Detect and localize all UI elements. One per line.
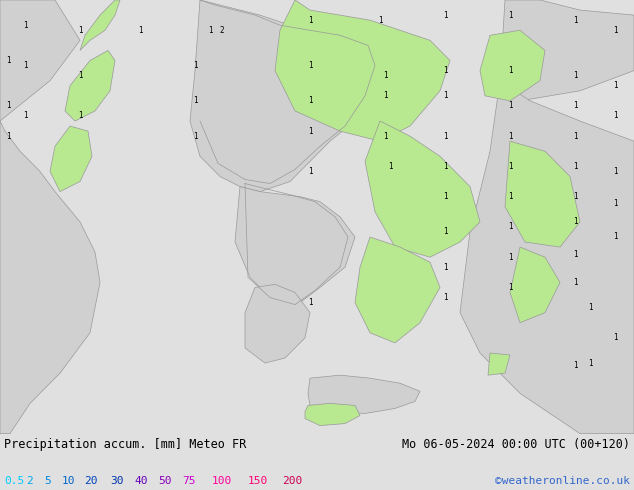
Polygon shape [305,403,360,426]
Text: 0.5: 0.5 [4,476,24,486]
Text: 1: 1 [612,232,618,242]
Text: 200: 200 [282,476,302,486]
Text: 1: 1 [383,71,387,80]
Polygon shape [0,121,100,434]
Text: 1: 1 [443,192,448,201]
Text: 1: 1 [573,132,578,141]
Text: 1: 1 [443,227,448,237]
Text: 1: 1 [588,359,592,368]
Polygon shape [510,247,560,323]
Polygon shape [480,30,545,101]
Text: 1: 1 [23,112,27,121]
Text: 1: 1 [443,91,448,100]
Text: 1: 1 [573,192,578,201]
Text: 1: 1 [508,283,512,292]
Text: 1: 1 [6,132,10,141]
Polygon shape [365,121,480,257]
Text: 1: 1 [573,71,578,80]
Text: 2: 2 [26,476,33,486]
Text: 1: 1 [443,263,448,272]
Polygon shape [308,375,420,414]
Text: 1: 1 [612,112,618,121]
Text: 2: 2 [220,26,224,35]
Text: 1: 1 [307,167,313,176]
Text: Precipitation accum. [mm] Meteo FR: Precipitation accum. [mm] Meteo FR [4,438,246,451]
Text: 1: 1 [612,199,618,208]
Text: 5: 5 [44,476,51,486]
Text: 1: 1 [443,11,448,20]
Text: 1: 1 [573,278,578,287]
Text: 40: 40 [134,476,148,486]
Text: 1: 1 [193,132,197,141]
Text: 1: 1 [612,167,618,176]
Polygon shape [460,81,634,434]
Text: 1: 1 [443,162,448,171]
Polygon shape [0,0,80,121]
Polygon shape [50,126,92,192]
Text: 100: 100 [212,476,232,486]
Text: 50: 50 [158,476,172,486]
Polygon shape [245,284,310,363]
Polygon shape [488,353,510,375]
Polygon shape [355,237,440,343]
Text: 1: 1 [138,26,142,35]
Text: 1: 1 [443,132,448,141]
Polygon shape [505,141,580,247]
Text: 1: 1 [23,21,27,30]
Text: 1: 1 [508,101,512,110]
Text: 1: 1 [307,16,313,24]
Text: 1: 1 [307,126,313,136]
Text: 1: 1 [612,333,618,343]
Text: 1: 1 [508,11,512,20]
Text: 1: 1 [307,97,313,105]
Text: 1: 1 [6,56,10,65]
Text: 1: 1 [573,162,578,171]
Text: 1: 1 [383,91,387,100]
Text: 1: 1 [208,26,212,35]
Polygon shape [235,187,355,302]
Text: 1: 1 [193,61,197,70]
Text: 10: 10 [62,476,75,486]
Text: 1: 1 [78,26,82,35]
Text: 1: 1 [588,303,592,312]
Text: 150: 150 [248,476,268,486]
Text: 1: 1 [573,101,578,110]
Text: 1: 1 [307,298,313,307]
Text: 1: 1 [6,101,10,110]
Text: 1: 1 [378,16,382,24]
Text: 1: 1 [78,112,82,121]
Text: 1: 1 [508,162,512,171]
Text: 1: 1 [78,71,82,80]
Text: 1: 1 [443,293,448,302]
Polygon shape [190,0,380,192]
Text: 1: 1 [612,81,618,90]
Text: 75: 75 [182,476,195,486]
Text: 1: 1 [612,26,618,35]
Text: 1: 1 [193,97,197,105]
Text: 1: 1 [508,192,512,201]
Polygon shape [80,0,120,50]
Text: 30: 30 [110,476,124,486]
Polygon shape [275,0,450,141]
Text: Mo 06-05-2024 00:00 UTC (00+120): Mo 06-05-2024 00:00 UTC (00+120) [402,438,630,451]
Text: 1: 1 [23,61,27,70]
Text: 1: 1 [508,253,512,262]
Text: ©weatheronline.co.uk: ©weatheronline.co.uk [495,476,630,486]
Text: 1: 1 [573,361,578,369]
Text: 1: 1 [508,222,512,231]
Text: 1: 1 [383,132,387,141]
Text: 20: 20 [84,476,98,486]
Text: 1: 1 [573,218,578,226]
Polygon shape [65,50,115,121]
Text: 1: 1 [307,61,313,70]
Text: 1: 1 [508,132,512,141]
Text: 1: 1 [508,66,512,75]
Text: 1: 1 [573,16,578,24]
Text: 1: 1 [573,249,578,259]
Text: 1: 1 [443,66,448,75]
Polygon shape [500,0,634,101]
Text: 1: 1 [387,162,392,171]
